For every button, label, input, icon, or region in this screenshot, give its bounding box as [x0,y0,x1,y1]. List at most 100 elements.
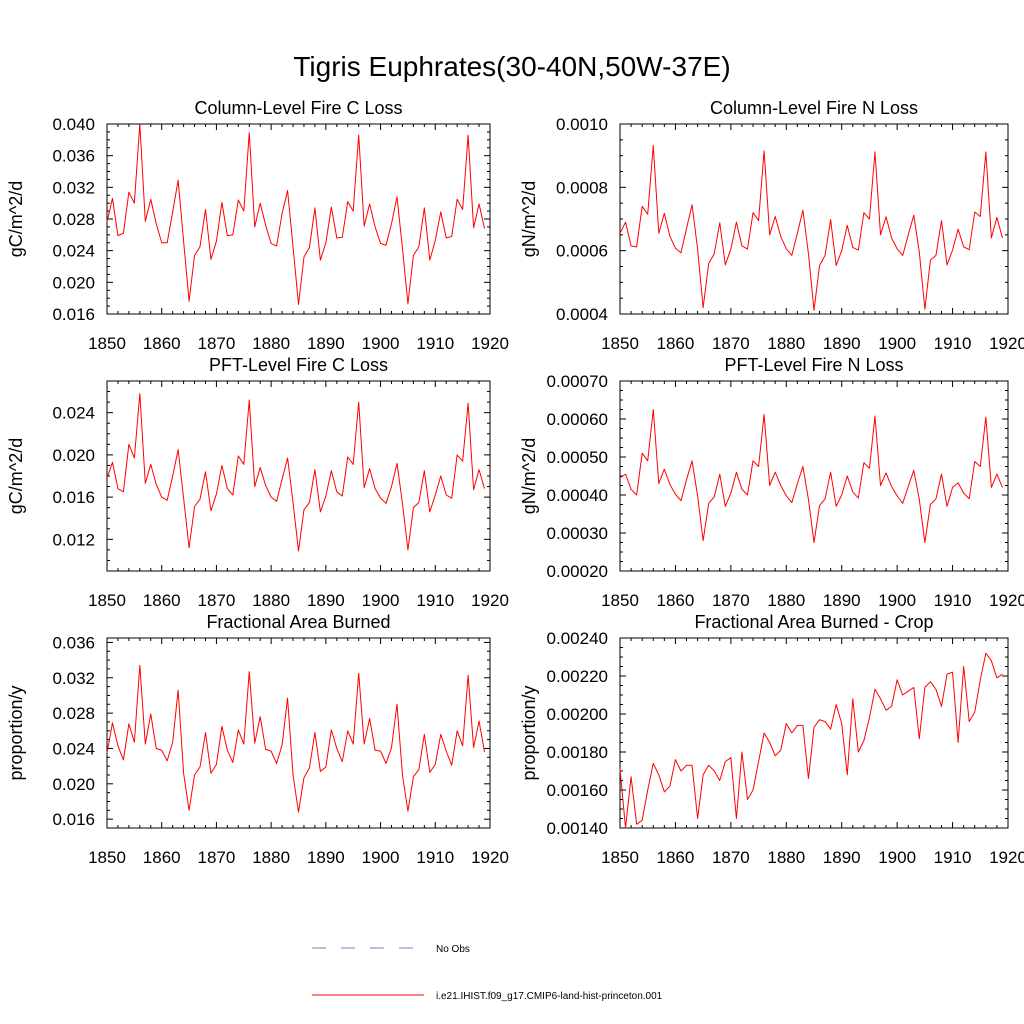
x-tick-label: 1850 [88,848,126,867]
figure-title: Tigris Euphrates(30-40N,50W-37E) [293,51,730,82]
y-axis-label: proportion/y [6,685,26,780]
x-tick-label: 1910 [416,591,454,610]
x-tick-label: 1860 [143,591,181,610]
x-tick-label: 1900 [362,848,400,867]
x-tick-label: 1900 [362,591,400,610]
y-tick-label: 0.016 [52,810,95,829]
x-tick-label: 1890 [823,848,861,867]
y-axis-label: gC/m^2/d [6,438,26,514]
y-axis-label: proportion/y [519,685,539,780]
plot-frame [106,637,491,829]
x-tick-label: 1900 [878,848,916,867]
panel-title: Column-Level Fire N Loss [710,98,918,118]
y-tick-label: 0.032 [52,669,95,688]
y-tick-label: 0.00040 [547,486,608,505]
x-tick-label: 1880 [767,334,805,353]
legend-label-no-obs: No Obs [436,944,470,955]
x-tick-label: 1850 [601,591,639,610]
x-tick-label: 1920 [989,848,1024,867]
x-tick-label: 1850 [601,848,639,867]
x-tick-label: 1880 [252,848,290,867]
y-tick-label: 0.0010 [556,115,608,134]
y-tick-label: 0.0006 [556,242,608,261]
y-tick-label: 0.016 [52,305,95,324]
series-line [619,145,1003,311]
chart-panel-5: Fractional Area Burned 1850 1860 1870 1880 18… [6,612,509,867]
series-line [619,409,1003,543]
plot-frame [106,380,491,572]
x-tick-label: 1860 [657,591,695,610]
y-tick-label: 0.00220 [547,667,608,686]
x-tick-label: 1900 [878,334,916,353]
y-tick-label: 0.028 [52,210,95,229]
y-tick-label: 0.036 [52,147,95,166]
chart-panel-6: Fractional Area Burned - Crop 1850 1860 187… [519,612,1024,867]
x-tick-label: 1850 [88,591,126,610]
y-tick-label: 0.024 [52,404,95,423]
series-line [106,393,486,552]
x-tick-label: 1880 [252,591,290,610]
y-axis-label: gN/m^2/d [519,181,539,257]
x-tick-label: 1860 [143,848,181,867]
y-tick-label: 0.036 [52,633,95,652]
chart-panel-3: PFT-Level Fire C Loss 1850 1860 1870 1880 189… [6,355,509,610]
y-tick-label: 0.00050 [547,448,608,467]
x-tick-label: 1910 [416,848,454,867]
x-tick-label: 1910 [934,591,972,610]
x-tick-label: 1870 [712,591,750,610]
y-tick-label: 0.0008 [556,178,608,197]
panel-title: Fractional Area Burned [206,612,390,632]
y-axis-label: gN/m^2/d [519,438,539,514]
legend-label-model: i.e21.IHIST.f09_g17.CMIP6-land-hist-prin… [436,991,663,1002]
y-tick-label: 0.00060 [547,410,608,429]
chart-panel-1: Column-Level Fire C Loss 1850 1860 1870 1880… [6,98,509,353]
x-tick-label: 1910 [934,848,972,867]
y-tick-label: 0.00140 [547,819,608,838]
series-line [106,123,486,305]
x-tick-label: 1860 [143,334,181,353]
panel-title: Column-Level Fire C Loss [194,98,402,118]
x-tick-label: 1880 [767,848,805,867]
x-tick-label: 1870 [198,848,236,867]
x-tick-label: 1870 [198,334,236,353]
x-tick-label: 1920 [471,334,509,353]
y-tick-label: 0.024 [52,739,95,758]
legend: No Obs i.e21.IHIST.f09_g17.CMIP6-land-hi… [312,944,663,1002]
x-tick-label: 1880 [252,334,290,353]
series-line [619,652,1003,829]
x-tick-label: 1920 [471,848,509,867]
chart-panel-2: Column-Level Fire N Loss 1850 1860 1870 1880… [519,98,1024,353]
x-tick-label: 1880 [767,591,805,610]
x-tick-label: 1850 [88,334,126,353]
x-tick-label: 1870 [198,591,236,610]
panel-title: PFT-Level Fire C Loss [209,355,388,375]
y-tick-label: 0.020 [52,775,95,794]
chart-panel-4: PFT-Level Fire N Loss 1850 1860 1870 1880 189… [519,355,1024,610]
y-tick-label: 0.00200 [547,705,608,724]
x-tick-label: 1890 [307,334,345,353]
panel-title: Fractional Area Burned - Crop [694,612,933,632]
x-tick-label: 1920 [989,334,1024,353]
y-tick-label: 0.024 [52,242,95,261]
x-tick-label: 1890 [823,334,861,353]
y-tick-label: 0.032 [52,178,95,197]
x-tick-label: 1860 [657,334,695,353]
x-tick-label: 1860 [657,848,695,867]
x-tick-label: 1900 [878,591,916,610]
x-tick-label: 1870 [712,334,750,353]
y-tick-label: 0.028 [52,704,95,723]
y-tick-label: 0.020 [52,273,95,292]
x-tick-label: 1890 [307,591,345,610]
x-tick-label: 1890 [307,848,345,867]
plot-frame [619,637,1009,829]
plot-frame [619,123,1009,315]
panel-title: PFT-Level Fire N Loss [724,355,903,375]
y-tick-label: 0.020 [52,446,95,465]
y-axis-label: gC/m^2/d [6,181,26,257]
plot-frame [106,123,491,315]
y-tick-label: 0.00160 [547,781,608,800]
y-tick-label: 0.00070 [547,372,608,391]
y-tick-label: 0.012 [52,530,95,549]
y-tick-label: 0.040 [52,115,95,134]
x-tick-label: 1890 [823,591,861,610]
